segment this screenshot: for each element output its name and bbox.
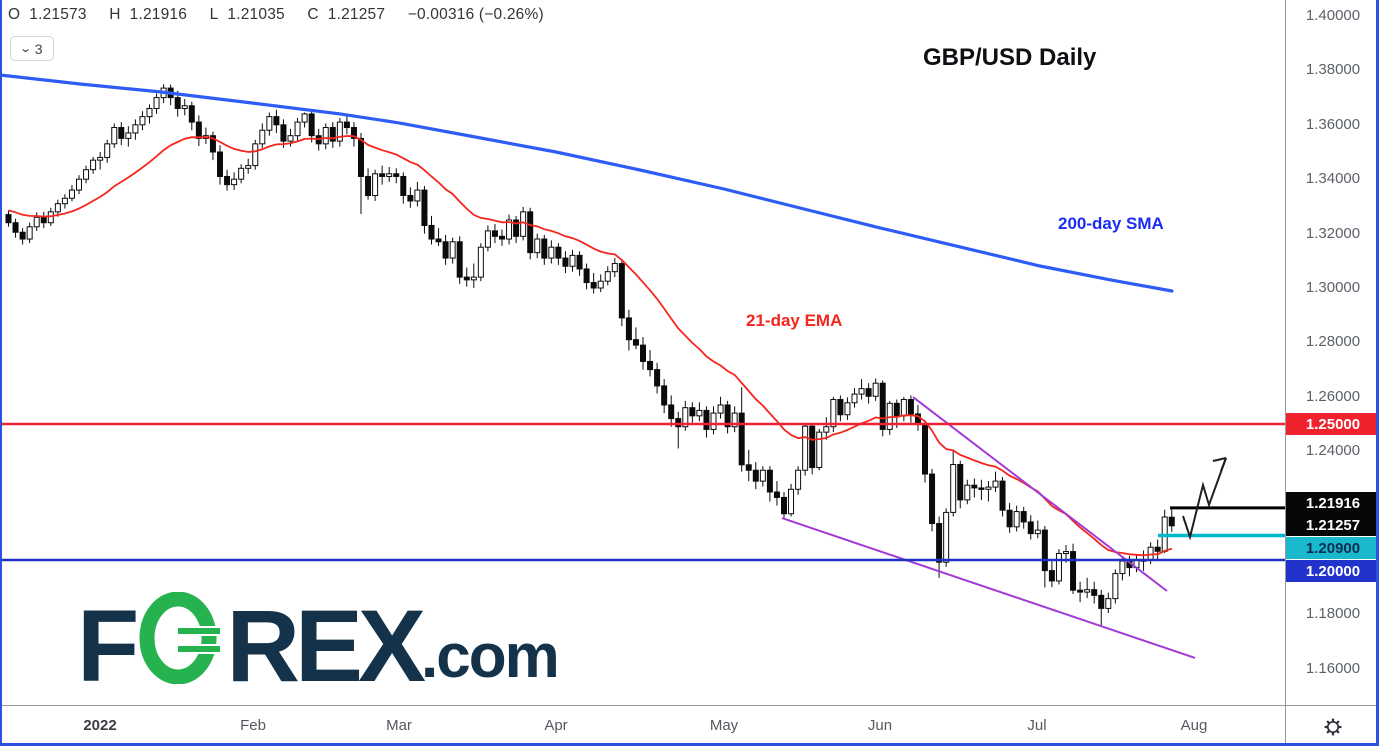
chevron-down-icon: ⌄ (19, 43, 33, 55)
price-tick-label: 1.38000 (1305, 61, 1361, 79)
close-label: C (307, 6, 319, 23)
price-tick-label: 1.30000 (1305, 279, 1361, 296)
close-value: 1.21257 (327, 6, 386, 23)
ohlc-readout: O 1.21573 H 1.21916 L 1.21035 C 1.21257 −0.0… (8, 6, 553, 24)
price-badge: 1.21916 (1286, 492, 1379, 514)
candles (5, 84, 1175, 626)
price-axis[interactable]: 1.40000 1.38000 1.36000 1.34000 1.32000 1.300… (1285, 0, 1379, 705)
indicators-count: 3 (34, 40, 43, 57)
price-tick-label: 1.40000 (1305, 7, 1361, 24)
logo-letters-rex: REX (226, 589, 426, 703)
price-tick-label: 1.16000 (1305, 659, 1361, 677)
price-tick-label: 1.32000 (1305, 224, 1361, 242)
change-value: −0.00316 (−0.26%) (407, 6, 544, 23)
low-value: 1.21035 (227, 6, 285, 23)
high-label: H (109, 6, 121, 23)
settings-gear-icon (1324, 718, 1342, 735)
frame-border-bottom (0, 743, 1379, 746)
time-tick-label: Apr (544, 717, 568, 734)
time-tick-label: Aug (1180, 717, 1208, 734)
price-badge: 1.20900 (1286, 537, 1379, 559)
price-tick-label: 1.26000 (1305, 387, 1361, 405)
price-tick-label: 1.18000 (1305, 605, 1361, 623)
indicators-collapse-button[interactable]: ⌄ 3 (10, 36, 54, 61)
candlestick-plot[interactable] (0, 0, 1286, 705)
low-label: L (209, 6, 219, 23)
wedge-upper (912, 396, 1168, 592)
time-tick-label: 2022 (83, 717, 117, 734)
price-badge: 1.21257 (1286, 514, 1379, 536)
price-badge: 1.25000 (1286, 413, 1379, 435)
frame-border-left (0, 0, 2, 746)
time-tick-label: Jun (867, 717, 893, 734)
ema-21-label: 21-day EMA (746, 311, 843, 330)
logo-o-icon (138, 591, 225, 689)
wedge-lower (781, 517, 1196, 659)
open-label: O (8, 6, 21, 23)
time-axis[interactable]: 2022 Feb Mar Apr May Jun Jul Aug (0, 705, 1286, 746)
up-arrow-annotation (1182, 457, 1227, 541)
time-tick-label: Jul (1027, 717, 1047, 734)
open-value: 1.21573 (29, 6, 87, 23)
sma-200-label: 200-day SMA (1058, 214, 1164, 233)
price-badge: 1.20000 (1286, 560, 1379, 582)
axis-settings-button[interactable] (1285, 705, 1379, 746)
sma-200-line (0, 73, 1174, 293)
price-tick-label: 1.36000 (1305, 115, 1361, 133)
time-tick-label: Feb (240, 717, 266, 734)
ema-21-line (8, 135, 1173, 557)
time-tick-label: Mar (386, 717, 412, 734)
logo-letter-f: F (77, 589, 139, 703)
forex-com-logo: F REX .com (77, 589, 560, 703)
high-value: 1.21916 (129, 6, 188, 23)
price-tick-label: 1.24000 (1305, 442, 1361, 460)
time-tick-label: May (709, 717, 739, 734)
chart-title: GBP/USD Daily (923, 44, 1097, 71)
price-tick-label: 1.28000 (1305, 333, 1361, 351)
price-tick-label: 1.34000 (1305, 170, 1361, 188)
frame-border-right (1376, 0, 1379, 746)
logo-dotcom: .com (421, 622, 560, 691)
